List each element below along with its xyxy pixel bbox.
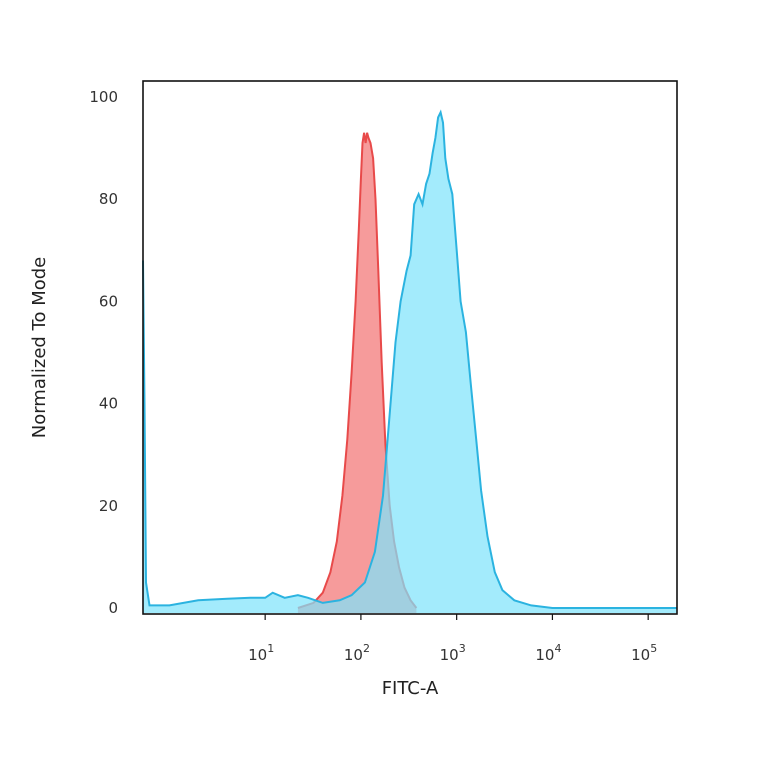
x-axis-title: FITC-A xyxy=(382,678,439,699)
y-tick-label: 0 xyxy=(108,599,118,617)
y-tick-label: 80 xyxy=(99,190,118,208)
y-axis-title: Normalized To Mode xyxy=(29,257,50,439)
plot-frame xyxy=(142,80,678,615)
y-tick-label: 100 xyxy=(89,88,118,106)
x-axis-ticks: 101 102 103 104 105 xyxy=(248,614,657,664)
x-tick-label: 102 xyxy=(344,642,370,664)
y-tick-label: 60 xyxy=(99,292,118,310)
y-axis-ticks: 0 20 40 60 80 100 xyxy=(89,88,118,617)
y-tick-label: 20 xyxy=(99,497,118,515)
x-tick-label: 104 xyxy=(535,642,561,664)
series-2-area xyxy=(143,112,677,614)
x-tick-label: 103 xyxy=(440,642,466,664)
x-tick-label: 101 xyxy=(248,642,274,664)
series-layer xyxy=(142,109,677,614)
series-2-line xyxy=(142,109,677,609)
x-tick-label: 105 xyxy=(631,642,657,664)
y-tick-label: 40 xyxy=(99,395,118,413)
